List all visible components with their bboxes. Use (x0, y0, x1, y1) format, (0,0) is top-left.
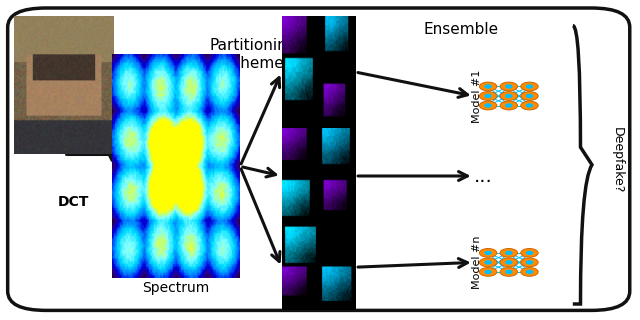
Circle shape (485, 94, 491, 98)
Circle shape (506, 104, 512, 107)
FancyBboxPatch shape (8, 8, 630, 310)
Circle shape (500, 82, 518, 91)
Circle shape (479, 82, 497, 91)
Circle shape (521, 258, 538, 267)
Circle shape (485, 85, 491, 88)
Circle shape (506, 261, 512, 264)
Circle shape (500, 268, 518, 276)
Circle shape (479, 101, 497, 110)
Circle shape (527, 94, 532, 98)
Text: DCT: DCT (58, 195, 90, 209)
Circle shape (521, 82, 538, 91)
Circle shape (500, 249, 518, 257)
Circle shape (479, 92, 497, 100)
Text: ...: ... (474, 166, 493, 186)
Circle shape (500, 101, 518, 110)
Circle shape (485, 270, 491, 274)
Circle shape (485, 261, 491, 264)
Circle shape (527, 251, 532, 254)
Circle shape (527, 270, 532, 274)
Text: Spectrum: Spectrum (142, 281, 210, 295)
Circle shape (500, 92, 518, 100)
Circle shape (506, 94, 512, 98)
Circle shape (521, 92, 538, 100)
Circle shape (521, 101, 538, 110)
Circle shape (527, 104, 532, 107)
Circle shape (500, 258, 518, 267)
Circle shape (506, 85, 512, 88)
Circle shape (527, 85, 532, 88)
Circle shape (506, 270, 512, 274)
Text: Model #n: Model #n (472, 236, 482, 289)
Circle shape (479, 249, 497, 257)
Text: Model #1: Model #1 (472, 69, 482, 123)
Circle shape (479, 268, 497, 276)
Circle shape (521, 268, 538, 276)
Text: Partitioning
Scheme: Partitioning Scheme (209, 38, 296, 71)
Circle shape (485, 251, 491, 254)
Circle shape (506, 251, 512, 254)
Circle shape (479, 258, 497, 267)
Circle shape (485, 104, 491, 107)
Circle shape (521, 249, 538, 257)
Text: Ensemble: Ensemble (423, 22, 499, 37)
Text: Deepfake?: Deepfake? (611, 127, 624, 193)
Circle shape (527, 261, 532, 264)
